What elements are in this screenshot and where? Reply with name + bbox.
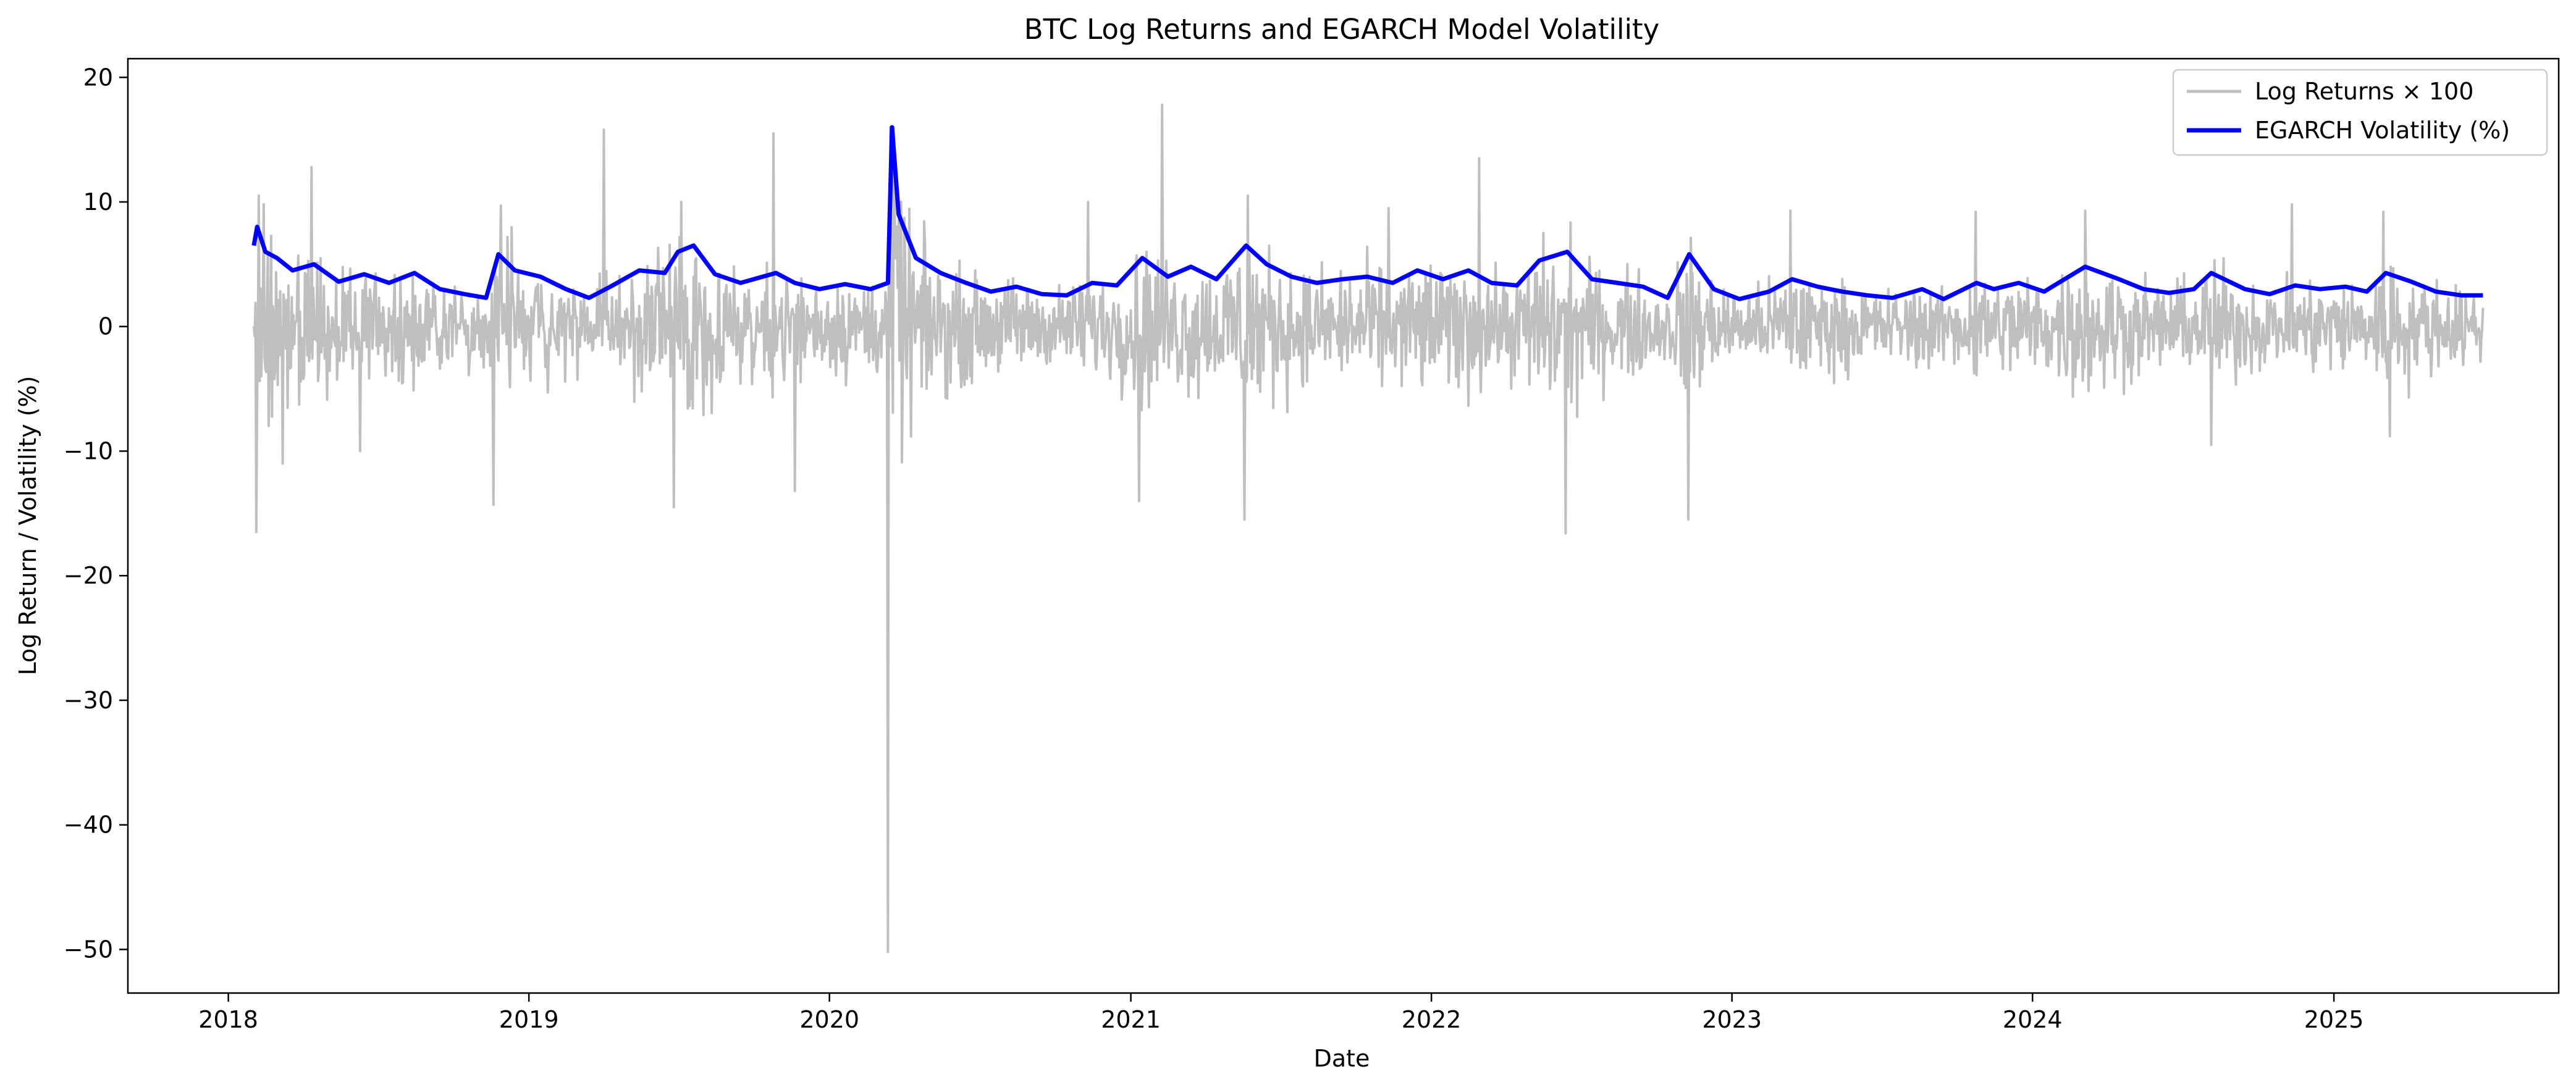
x-tick-label: 2024 (2003, 1006, 2063, 1033)
x-tick-label: 2021 (1101, 1006, 1161, 1033)
returns-layer (252, 103, 2485, 954)
series-line-log-returns (252, 103, 2485, 954)
plot-frame (127, 57, 2560, 994)
y-tick-label: −10 (64, 437, 113, 464)
x-tick-label: 2025 (2304, 1006, 2364, 1033)
y-tick-label: 0 (98, 313, 113, 340)
legend: Log Returns × 100 EGARCH Volatility (%) (2172, 69, 2548, 156)
x-axis-label: Date (1314, 1045, 1370, 1072)
series-line-egarch-volatility (251, 125, 2483, 301)
y-tick-label: −30 (64, 687, 113, 714)
volatility-layer (251, 125, 2483, 301)
y-axis-label: Log Return / Volatility (%) (14, 376, 41, 676)
y-tick-label: 20 (83, 64, 113, 91)
plot-area (251, 103, 2485, 954)
x-tick-label: 2022 (1402, 1006, 1462, 1033)
y-tick-label: −50 (64, 936, 113, 963)
chart-title: BTC Log Returns and EGARCH Model Volatil… (1024, 13, 1660, 46)
x-tick-label: 2023 (1702, 1006, 1762, 1033)
x-axis: 2018 2019 2020 2021 2022 2023 2024 2025 (198, 993, 2363, 1033)
x-tick-label: 2019 (499, 1006, 559, 1033)
x-tick-label: 2020 (799, 1006, 859, 1033)
y-tick-label: −20 (64, 562, 113, 589)
y-tick-label: −40 (64, 811, 113, 839)
legend-label-volatility: EGARCH Volatility (%) (2255, 117, 2510, 144)
legend-box (2172, 69, 2548, 156)
legend-label-returns: Log Returns × 100 (2255, 78, 2473, 105)
y-tick-label: 10 (83, 188, 113, 216)
x-tick-label: 2018 (198, 1006, 258, 1033)
y-axis: 20 10 0 −10 −20 −30 −40 −50 (64, 64, 128, 963)
